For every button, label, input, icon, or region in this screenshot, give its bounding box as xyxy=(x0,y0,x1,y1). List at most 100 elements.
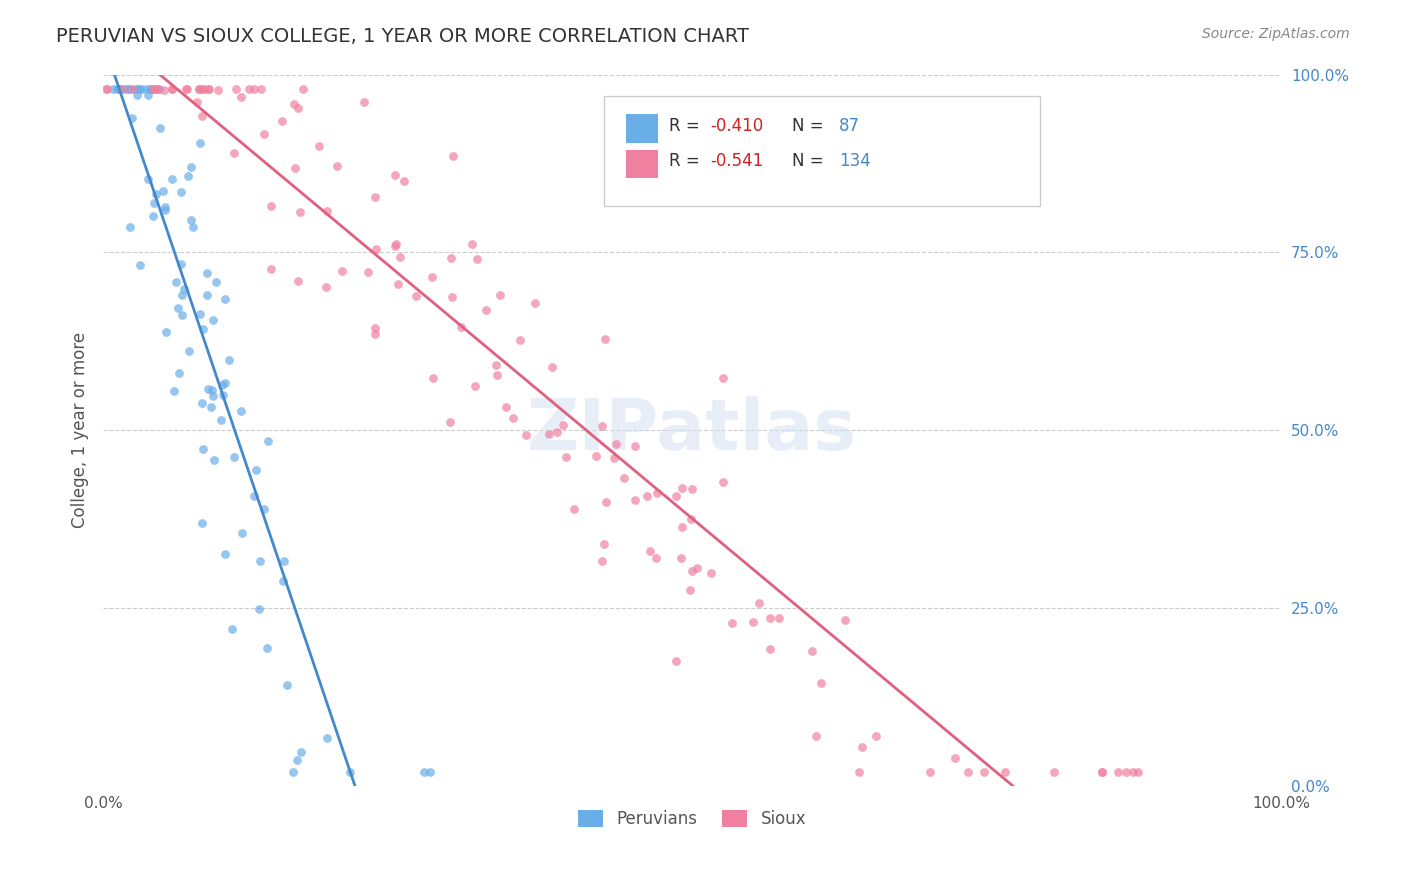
Point xyxy=(645,550,668,565)
Point xyxy=(1122,764,1144,779)
Point xyxy=(366,242,388,256)
Point xyxy=(1042,764,1064,779)
Point xyxy=(198,81,221,95)
Point xyxy=(671,482,693,496)
Point xyxy=(595,495,617,509)
Point xyxy=(222,450,245,464)
Point xyxy=(173,282,195,296)
Point xyxy=(636,489,658,503)
Point xyxy=(225,81,247,95)
Point xyxy=(834,613,856,627)
Point xyxy=(191,109,214,123)
Point xyxy=(142,81,165,95)
Point xyxy=(524,295,547,310)
Point xyxy=(135,81,157,95)
Point xyxy=(316,731,339,746)
Text: N =: N = xyxy=(792,153,830,170)
Point xyxy=(326,159,349,173)
Point xyxy=(125,81,148,95)
Point xyxy=(440,291,463,305)
Point xyxy=(287,101,309,115)
Point xyxy=(475,303,498,318)
Point xyxy=(120,219,142,234)
Point xyxy=(384,239,406,253)
Point xyxy=(291,81,314,95)
Point xyxy=(994,764,1017,779)
Point xyxy=(186,95,208,109)
Point xyxy=(128,258,150,272)
Point xyxy=(145,81,167,95)
Point xyxy=(180,213,202,227)
Point xyxy=(624,439,647,453)
Point xyxy=(191,396,214,410)
Point xyxy=(440,251,463,265)
Point xyxy=(1091,764,1114,779)
Point xyxy=(384,237,406,252)
Point xyxy=(117,81,139,95)
Point xyxy=(197,81,219,95)
Point xyxy=(146,81,169,95)
Point xyxy=(768,610,790,624)
Point xyxy=(460,237,482,252)
Point xyxy=(422,371,444,385)
Point xyxy=(242,81,264,95)
Y-axis label: College, 1 year or more: College, 1 year or more xyxy=(72,332,89,528)
Point xyxy=(170,256,193,270)
Point xyxy=(973,764,995,779)
Point xyxy=(149,120,172,135)
Point xyxy=(243,489,266,503)
Point xyxy=(96,81,118,95)
Point xyxy=(316,203,339,218)
FancyBboxPatch shape xyxy=(626,150,658,178)
Point xyxy=(685,560,707,574)
FancyBboxPatch shape xyxy=(603,95,1039,206)
Text: 134: 134 xyxy=(839,153,872,170)
Text: N =: N = xyxy=(792,117,830,135)
Point xyxy=(125,81,148,95)
Point xyxy=(139,81,162,95)
Point xyxy=(270,114,292,128)
Point xyxy=(679,512,702,526)
Point xyxy=(218,352,240,367)
Point xyxy=(420,269,443,284)
Point xyxy=(647,486,669,500)
Point xyxy=(591,554,613,568)
Point xyxy=(121,111,143,125)
Point xyxy=(195,266,218,280)
Point xyxy=(176,81,198,95)
Text: R =: R = xyxy=(669,153,704,170)
Point xyxy=(555,450,578,464)
Point xyxy=(108,81,131,95)
Point xyxy=(538,427,561,442)
Point xyxy=(253,501,276,516)
Point xyxy=(167,366,190,380)
Point xyxy=(105,81,128,95)
Text: 87: 87 xyxy=(839,117,860,135)
Point xyxy=(96,81,118,95)
Point xyxy=(211,388,233,402)
Point xyxy=(207,82,229,96)
Point xyxy=(389,250,412,264)
Point xyxy=(202,453,225,467)
Point xyxy=(253,127,276,141)
Point xyxy=(101,81,124,95)
Point xyxy=(290,745,312,759)
Point xyxy=(339,764,361,779)
Point xyxy=(174,81,197,95)
Point xyxy=(541,360,564,375)
Point xyxy=(488,288,510,302)
Point xyxy=(148,81,170,95)
Point xyxy=(249,554,271,568)
Point xyxy=(315,279,337,293)
Point xyxy=(801,643,824,657)
Point xyxy=(669,550,692,565)
Point xyxy=(163,384,186,398)
Point xyxy=(177,169,200,183)
Point xyxy=(551,417,574,432)
Point xyxy=(502,411,524,425)
Point xyxy=(172,288,194,302)
Point xyxy=(271,574,294,588)
Point xyxy=(595,332,617,346)
Point xyxy=(128,81,150,95)
Point xyxy=(177,343,200,358)
